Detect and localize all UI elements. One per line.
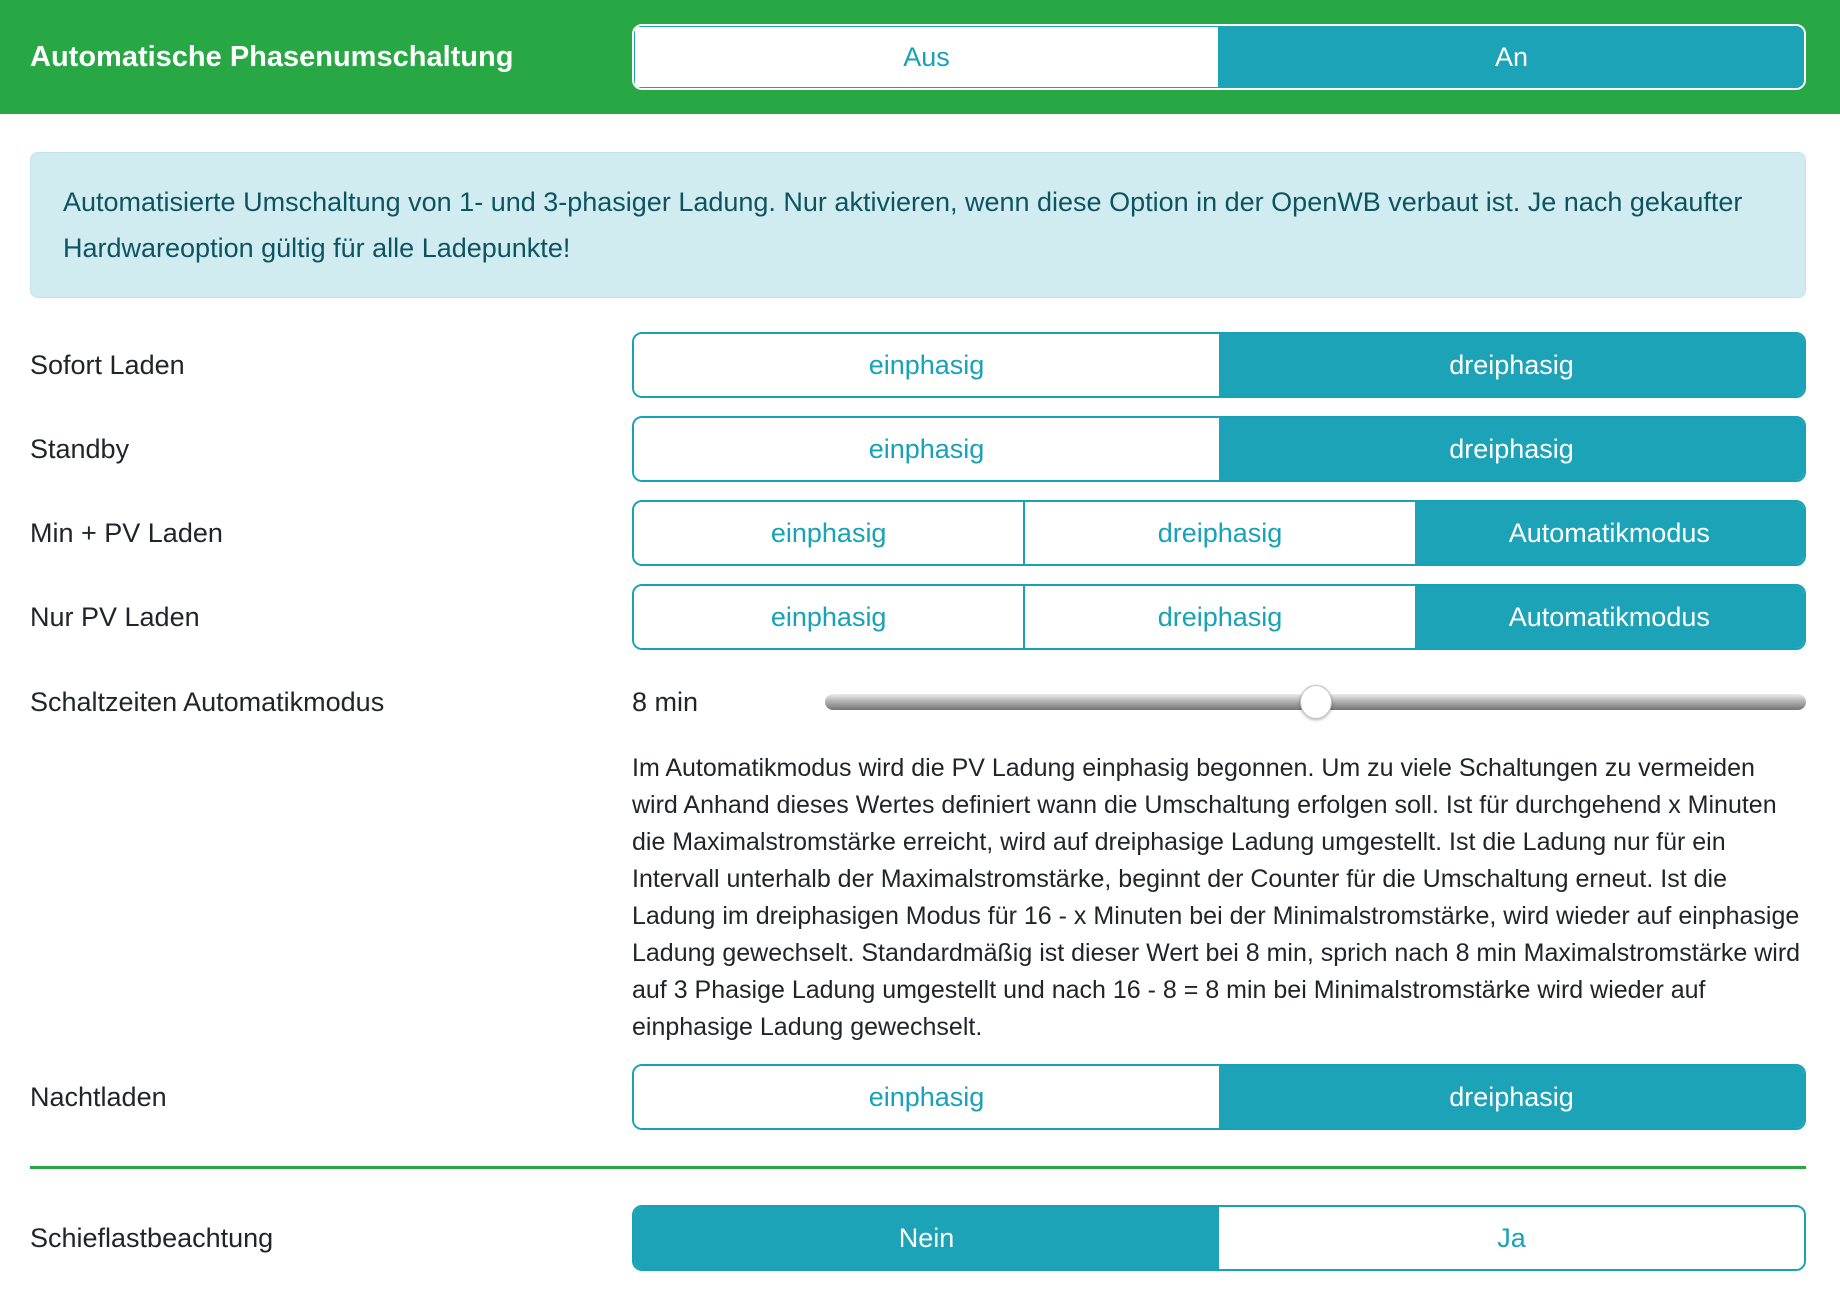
row-label-standby: Standby xyxy=(30,433,130,464)
nachtladen-dreiphasig-button[interactable]: dreiphasig xyxy=(1219,1066,1804,1128)
min-pv-dreiphasig-button[interactable]: dreiphasig xyxy=(1023,502,1415,564)
info-alert: Automatisierte Umschaltung von 1- und 3-… xyxy=(30,152,1806,298)
min-pv-laden-toggle: einphasig dreiphasig Automatikmodus xyxy=(632,500,1806,566)
page-header: Automatische Phasenumschaltung Aus An xyxy=(0,0,1840,114)
page-title: Automatische Phasenumschaltung xyxy=(30,40,514,73)
schaltzeiten-slider-content: 8 min xyxy=(632,680,1806,724)
row-nur-pv-laden: Nur PV Laden einphasig dreiphasig Automa… xyxy=(30,584,1806,650)
phase-switch-master-toggle: Aus An xyxy=(632,24,1806,90)
row-label-schieflastbeachtung: Schieflastbeachtung xyxy=(30,1222,274,1253)
min-pv-einphasig-button[interactable]: einphasig xyxy=(634,502,1024,564)
row-min-pv-laden: Min + PV Laden einphasig dreiphasig Auto… xyxy=(30,500,1806,566)
nachtladen-toggle: einphasig dreiphasig xyxy=(632,1064,1806,1130)
schieflast-nein-button[interactable]: Nein xyxy=(634,1207,1219,1269)
sofort-laden-toggle: einphasig dreiphasig xyxy=(632,332,1806,398)
row-nachtladen: Nachtladen einphasig dreiphasig xyxy=(30,1064,1806,1130)
row-label-schaltzeiten: Schaltzeiten Automatikmodus xyxy=(30,686,385,717)
row-label-min-pv-laden: Min + PV Laden xyxy=(30,517,223,548)
nur-pv-dreiphasig-button[interactable]: dreiphasig xyxy=(1023,586,1415,648)
nur-pv-laden-toggle: einphasig dreiphasig Automatikmodus xyxy=(632,584,1806,650)
slider-thumb[interactable] xyxy=(1299,685,1332,719)
schaltzeiten-slider-line: 8 min xyxy=(632,680,1806,724)
nur-pv-einphasig-button[interactable]: einphasig xyxy=(634,586,1024,648)
master-toggle-aus-button[interactable]: Aus xyxy=(634,26,1219,88)
standby-dreiphasig-button[interactable]: dreiphasig xyxy=(1219,418,1804,480)
master-toggle-an-button[interactable]: An xyxy=(1219,26,1804,88)
min-pv-automatikmodus-button[interactable]: Automatikmodus xyxy=(1414,502,1804,564)
row-label-nachtladen: Nachtladen xyxy=(30,1081,167,1112)
nachtladen-einphasig-button[interactable]: einphasig xyxy=(634,1066,1219,1128)
schieflast-toggle: Nein Ja xyxy=(632,1205,1806,1271)
row-label-nur-pv-laden: Nur PV Laden xyxy=(30,601,200,632)
settings-panel: Automatisierte Umschaltung von 1- und 3-… xyxy=(0,152,1840,1271)
section-divider xyxy=(30,1166,1806,1169)
sofort-laden-dreiphasig-button[interactable]: dreiphasig xyxy=(1219,334,1804,396)
nur-pv-automatikmodus-button[interactable]: Automatikmodus xyxy=(1414,586,1804,648)
slider-value-label: 8 min xyxy=(632,686,699,717)
schaltzeiten-slider[interactable] xyxy=(825,680,1806,724)
standby-toggle: einphasig dreiphasig xyxy=(632,416,1806,482)
standby-einphasig-button[interactable]: einphasig xyxy=(634,418,1219,480)
row-label-sofort-laden: Sofort Laden xyxy=(30,349,185,380)
sofort-laden-einphasig-button[interactable]: einphasig xyxy=(634,334,1219,396)
row-schieflastbeachtung: Schieflastbeachtung Nein Ja xyxy=(30,1205,1806,1271)
row-sofort-laden: Sofort Laden einphasig dreiphasig xyxy=(30,332,1806,398)
schaltzeiten-help-text: Im Automatikmodus wird die PV Ladung ein… xyxy=(632,754,1801,1041)
schieflast-ja-button[interactable]: Ja xyxy=(1219,1207,1804,1269)
row-schaltzeiten: Schaltzeiten Automatikmodus 8 min xyxy=(30,680,1806,724)
row-standby: Standby einphasig dreiphasig xyxy=(30,416,1806,482)
